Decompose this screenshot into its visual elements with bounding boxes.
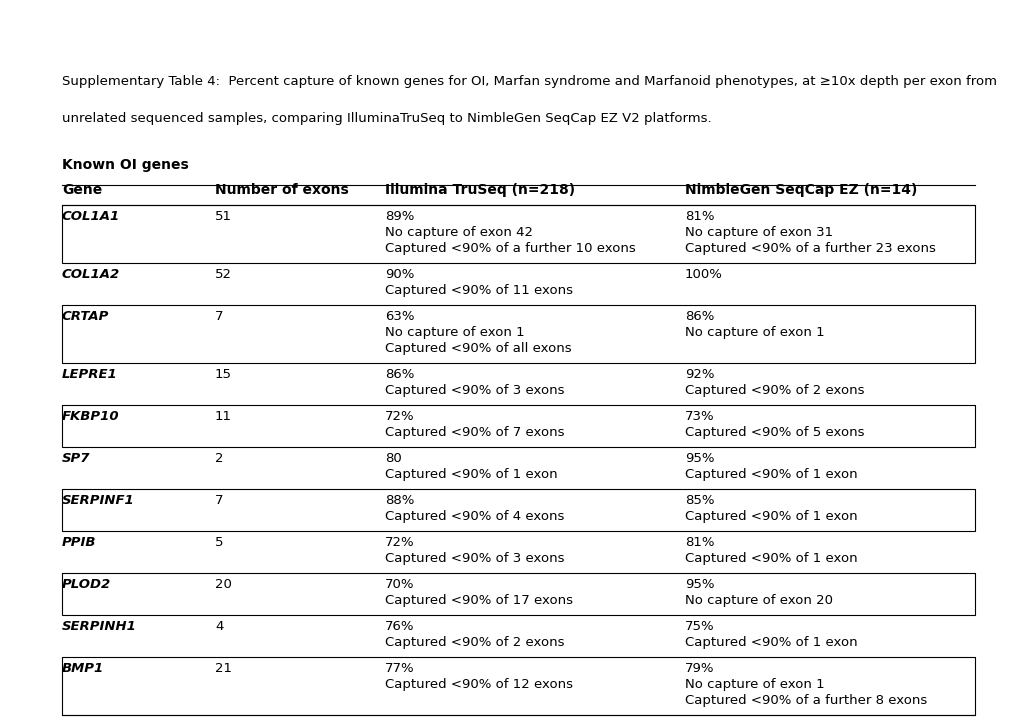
Text: 90%: 90% xyxy=(384,268,414,281)
Text: SERPINF1: SERPINF1 xyxy=(62,494,135,507)
Text: 95%: 95% xyxy=(685,578,713,591)
Text: 72%: 72% xyxy=(384,410,414,423)
Text: 70%: 70% xyxy=(384,578,414,591)
Text: Number of exons: Number of exons xyxy=(215,183,348,197)
Text: Captured <90% of 1 exon: Captured <90% of 1 exon xyxy=(685,510,857,523)
Text: 95%: 95% xyxy=(685,452,713,465)
Text: 92%: 92% xyxy=(685,368,713,381)
Text: 100%: 100% xyxy=(685,268,722,281)
Text: 7: 7 xyxy=(215,310,223,323)
Text: Captured <90% of 12 exons: Captured <90% of 12 exons xyxy=(384,678,573,691)
Text: 81%: 81% xyxy=(685,536,713,549)
Text: Captured <90% of 7 exons: Captured <90% of 7 exons xyxy=(384,426,564,439)
Text: BMP1: BMP1 xyxy=(62,662,104,675)
Text: PPIB: PPIB xyxy=(62,536,97,549)
Text: CRTAP: CRTAP xyxy=(62,310,109,323)
Text: Supplementary Table 4:  Percent capture of known genes for OI, Marfan syndrome a: Supplementary Table 4: Percent capture o… xyxy=(62,75,996,88)
Text: 76%: 76% xyxy=(384,620,414,633)
Text: Captured <90% of 2 exons: Captured <90% of 2 exons xyxy=(384,636,564,649)
Text: Captured <90% of a further 10 exons: Captured <90% of a further 10 exons xyxy=(384,242,635,255)
Bar xyxy=(62,489,974,531)
Text: 85%: 85% xyxy=(685,494,713,507)
Text: 4: 4 xyxy=(215,620,223,633)
Text: Captured <90% of a further 8 exons: Captured <90% of a further 8 exons xyxy=(685,694,926,707)
Text: 51: 51 xyxy=(215,210,231,223)
Text: No capture of exon 42: No capture of exon 42 xyxy=(384,226,533,239)
Text: Captured <90% of a further 23 exons: Captured <90% of a further 23 exons xyxy=(685,242,935,255)
Text: 2: 2 xyxy=(215,452,223,465)
Text: PLOD2: PLOD2 xyxy=(62,578,111,591)
Text: 77%: 77% xyxy=(384,662,414,675)
Bar xyxy=(62,657,974,715)
Text: SERPINH1: SERPINH1 xyxy=(62,620,137,633)
Text: No capture of exon 20: No capture of exon 20 xyxy=(685,594,833,607)
Text: Captured <90% of 3 exons: Captured <90% of 3 exons xyxy=(384,552,564,565)
Text: FKBP10: FKBP10 xyxy=(62,410,119,423)
Text: 89%: 89% xyxy=(384,210,414,223)
Text: 20: 20 xyxy=(215,578,231,591)
Text: 75%: 75% xyxy=(685,620,714,633)
Text: 73%: 73% xyxy=(685,410,714,423)
Text: 5: 5 xyxy=(215,536,223,549)
Text: Gene: Gene xyxy=(62,183,102,197)
Text: unrelated sequenced samples, comparing IlluminaTruSeq to NimbleGen SeqCap EZ V2 : unrelated sequenced samples, comparing I… xyxy=(62,112,711,125)
Text: 21: 21 xyxy=(215,662,231,675)
Text: Captured <90% of 4 exons: Captured <90% of 4 exons xyxy=(384,510,564,523)
Text: Captured <90% of 1 exon: Captured <90% of 1 exon xyxy=(384,468,557,481)
Text: 15: 15 xyxy=(215,368,231,381)
Text: 88%: 88% xyxy=(384,494,414,507)
Text: 86%: 86% xyxy=(384,368,414,381)
Text: 80: 80 xyxy=(384,452,401,465)
Bar xyxy=(62,205,974,263)
Text: Captured <90% of 3 exons: Captured <90% of 3 exons xyxy=(384,384,564,397)
Text: Captured <90% of 11 exons: Captured <90% of 11 exons xyxy=(384,284,573,297)
Text: 7: 7 xyxy=(215,494,223,507)
Text: 81%: 81% xyxy=(685,210,713,223)
Text: Known OI genes: Known OI genes xyxy=(62,158,189,172)
Text: No capture of exon 1: No capture of exon 1 xyxy=(685,326,823,339)
Text: 63%: 63% xyxy=(384,310,414,323)
Text: No capture of exon 1: No capture of exon 1 xyxy=(384,326,524,339)
Text: 11: 11 xyxy=(215,410,231,423)
Text: Captured <90% of all exons: Captured <90% of all exons xyxy=(384,342,571,355)
Text: 72%: 72% xyxy=(384,536,414,549)
Text: Illumina TruSeq (n=218): Illumina TruSeq (n=218) xyxy=(384,183,575,197)
Text: COL1A1: COL1A1 xyxy=(62,210,120,223)
Text: NimbleGen SeqCap EZ (n=14): NimbleGen SeqCap EZ (n=14) xyxy=(685,183,916,197)
Text: Captured <90% of 1 exon: Captured <90% of 1 exon xyxy=(685,468,857,481)
Bar xyxy=(62,305,974,363)
Text: Captured <90% of 17 exons: Captured <90% of 17 exons xyxy=(384,594,573,607)
Text: Captured <90% of 1 exon: Captured <90% of 1 exon xyxy=(685,552,857,565)
Text: 52: 52 xyxy=(215,268,231,281)
Text: No capture of exon 1: No capture of exon 1 xyxy=(685,678,823,691)
Text: SP7: SP7 xyxy=(62,452,91,465)
Text: 79%: 79% xyxy=(685,662,713,675)
Text: COL1A2: COL1A2 xyxy=(62,268,120,281)
Text: LEPRE1: LEPRE1 xyxy=(62,368,117,381)
Text: 86%: 86% xyxy=(685,310,713,323)
Bar xyxy=(62,405,974,447)
Text: Captured <90% of 1 exon: Captured <90% of 1 exon xyxy=(685,636,857,649)
Text: Captured <90% of 5 exons: Captured <90% of 5 exons xyxy=(685,426,864,439)
Text: No capture of exon 31: No capture of exon 31 xyxy=(685,226,833,239)
Text: Captured <90% of 2 exons: Captured <90% of 2 exons xyxy=(685,384,864,397)
Bar xyxy=(62,573,974,615)
